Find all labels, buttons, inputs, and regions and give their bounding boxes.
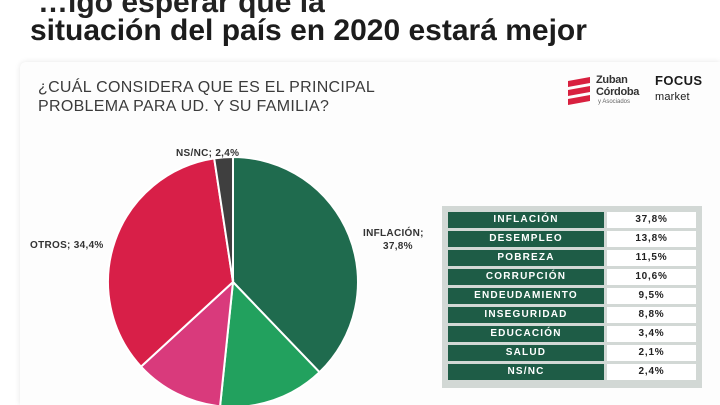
zuban-logo-text-1: Zuban [596,74,628,86]
pie-slice-otros [107,157,235,369]
zuban-logo-text-2: Córdoba [596,86,640,98]
table-row: ENDEUDAMIENTO 9,5% [448,288,696,304]
table-row: SALUD 2,1% [448,345,696,361]
table-cell-label: ENDEUDAMIENTO [448,288,604,304]
headline-line-2: situación del país en 2020 estará mejor [30,14,587,47]
table-row: CORRUPCIÓN 10,6% [448,269,696,285]
table-cell-label: DESEMPLEO [448,231,604,247]
zuban-logo-text-3: y Asociados [598,99,631,105]
table-cell-value: 3,4% [607,326,696,342]
pie-slice-ns-nc [213,155,234,283]
zuban-cordoba-mark-icon [568,77,590,105]
focus-market-logo: FOCUS market [655,73,715,109]
table-cell-value: 2,4% [607,364,696,380]
table-cell-label: CORRUPCIÓN [448,269,604,285]
table-cell-value: 8,8% [607,307,696,323]
chart-title-line-2: PROBLEMA PARA UD. Y SU FAMILIA? [38,98,330,115]
pie-label-otros: OTROS; 34,4% [30,240,104,251]
table-cell-label: INFLACIÓN [448,212,604,228]
table-cell-label: INSEGURIDAD [448,307,604,323]
table-cell-label: POBREZA [448,250,604,266]
pie-label-nsnc: NS/NC; 2,4% [176,148,240,159]
market-logo-text: market [655,91,690,103]
pie-slice-desempleo [219,279,321,405]
chart-title: ¿CUÁL CONSIDERA QUE ES EL PRINCIPAL PROB… [38,78,375,116]
focus-logo-text: FOCUS [655,73,703,88]
table-row: POBREZA 11,5% [448,250,696,266]
chart-title-line-1: ¿CUÁL CONSIDERA QUE ES EL PRINCIPAL [38,79,376,96]
table-cell-value: 37,8% [607,212,696,228]
table-row: EDUCACIÓN 3,4% [448,326,696,342]
pie-slice-pobreza [139,279,235,405]
table-cell-value: 10,6% [607,269,696,285]
table-cell-value: 2,1% [607,345,696,361]
table-cell-label: NS/NC [448,364,604,380]
headline: …igo esperar que la situación del país e… [0,0,720,52]
table-cell-value: 13,8% [607,231,696,247]
table-cell-value: 11,5% [607,250,696,266]
table-cell-label: SALUD [448,345,604,361]
zuban-cordoba-logo: Zuban Córdoba y Asociados [566,73,646,109]
table-row: DESEMPLEO 13,8% [448,231,696,247]
table-row: INSEGURIDAD 8,8% [448,307,696,323]
pie-slice-inflaci-n [232,155,359,374]
table-cell-value: 9,5% [607,288,696,304]
results-table: INFLACIÓN 37,8% DESEMPLEO 13,8% POBREZA … [442,206,702,388]
table-row: INFLACIÓN 37,8% [448,212,696,228]
pie-label-inflacion-name: INFLACIÓN; [363,228,424,239]
headline-line-1-cut: …igo esperar que la [38,0,325,19]
table-cell-label: EDUCACIÓN [448,326,604,342]
table-row: NS/NC 2,4% [448,364,696,380]
pie-label-inflacion-value: 37,8% [383,241,413,252]
